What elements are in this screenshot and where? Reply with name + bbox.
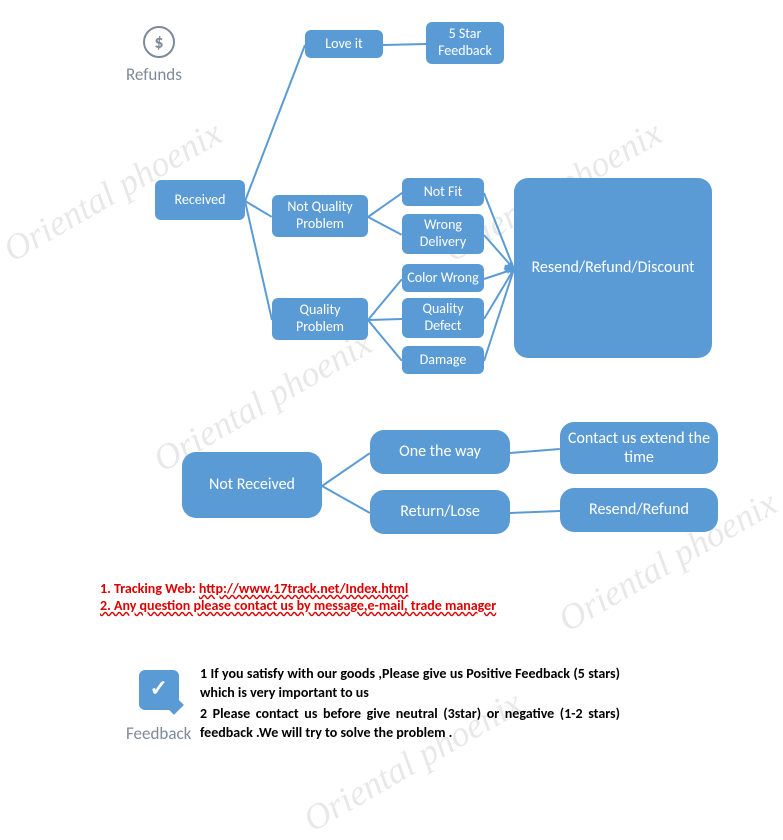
edge — [244, 45, 306, 202]
node-qp: Quality Problem — [272, 298, 368, 340]
node-damage: Damage — [402, 346, 484, 374]
edge — [367, 319, 403, 361]
node-notrec: Not Received — [182, 452, 322, 518]
node-fivestar: 5 Star Feedback — [426, 22, 504, 64]
node-resendrefund: Resend/Refund — [560, 488, 718, 532]
node-wrongdel: Wrong Delivery — [402, 214, 484, 254]
tracking-link[interactable]: http://www.17track.net/Index.html — [199, 580, 408, 597]
node-loveit: Love it — [305, 30, 383, 58]
feedback-label: Feedback — [126, 723, 191, 744]
feedback-section: Feedback — [126, 670, 191, 744]
node-qdefect: Quality Defect — [402, 298, 484, 338]
note-1: 1. Tracking Web: http://www.17track.net/… — [100, 580, 496, 597]
note-2: 2. Any question please contact us by mes… — [100, 597, 496, 614]
feedback-line-2: 2 Please contact us before give neutral … — [200, 705, 620, 743]
node-returnlose: Return/Lose — [370, 490, 510, 534]
edge — [510, 510, 560, 514]
edge — [322, 485, 371, 514]
refund-icon — [143, 26, 175, 58]
edge — [368, 318, 402, 321]
feedback-text: 1 If you satisfy with our goods ,Please … — [200, 665, 620, 743]
feedback-line-1: 1 If you satisfy with our goods ,Please … — [200, 665, 620, 703]
node-rrd: Resend/Refund/Discount — [514, 178, 712, 358]
edge — [383, 43, 426, 46]
edge — [321, 452, 370, 487]
edge — [367, 278, 403, 320]
node-colorwrong: Color Wrong — [402, 264, 484, 292]
node-ontheway: One the way — [370, 430, 510, 474]
refunds-section: Refunds — [126, 26, 182, 85]
notes-block: 1. Tracking Web: http://www.17track.net/… — [100, 580, 496, 614]
edge — [367, 192, 402, 218]
node-nqp: Not Quality Problem — [272, 195, 368, 237]
edge — [368, 216, 403, 236]
edge — [510, 448, 560, 454]
node-received: Received — [155, 180, 245, 220]
refunds-label: Refunds — [126, 64, 182, 85]
edge — [244, 201, 273, 320]
edge — [483, 269, 515, 362]
edge — [483, 193, 515, 270]
feedback-icon — [139, 670, 179, 710]
node-notfit: Not Fit — [402, 178, 484, 206]
node-contactext: Contact us extend the time — [560, 422, 718, 474]
